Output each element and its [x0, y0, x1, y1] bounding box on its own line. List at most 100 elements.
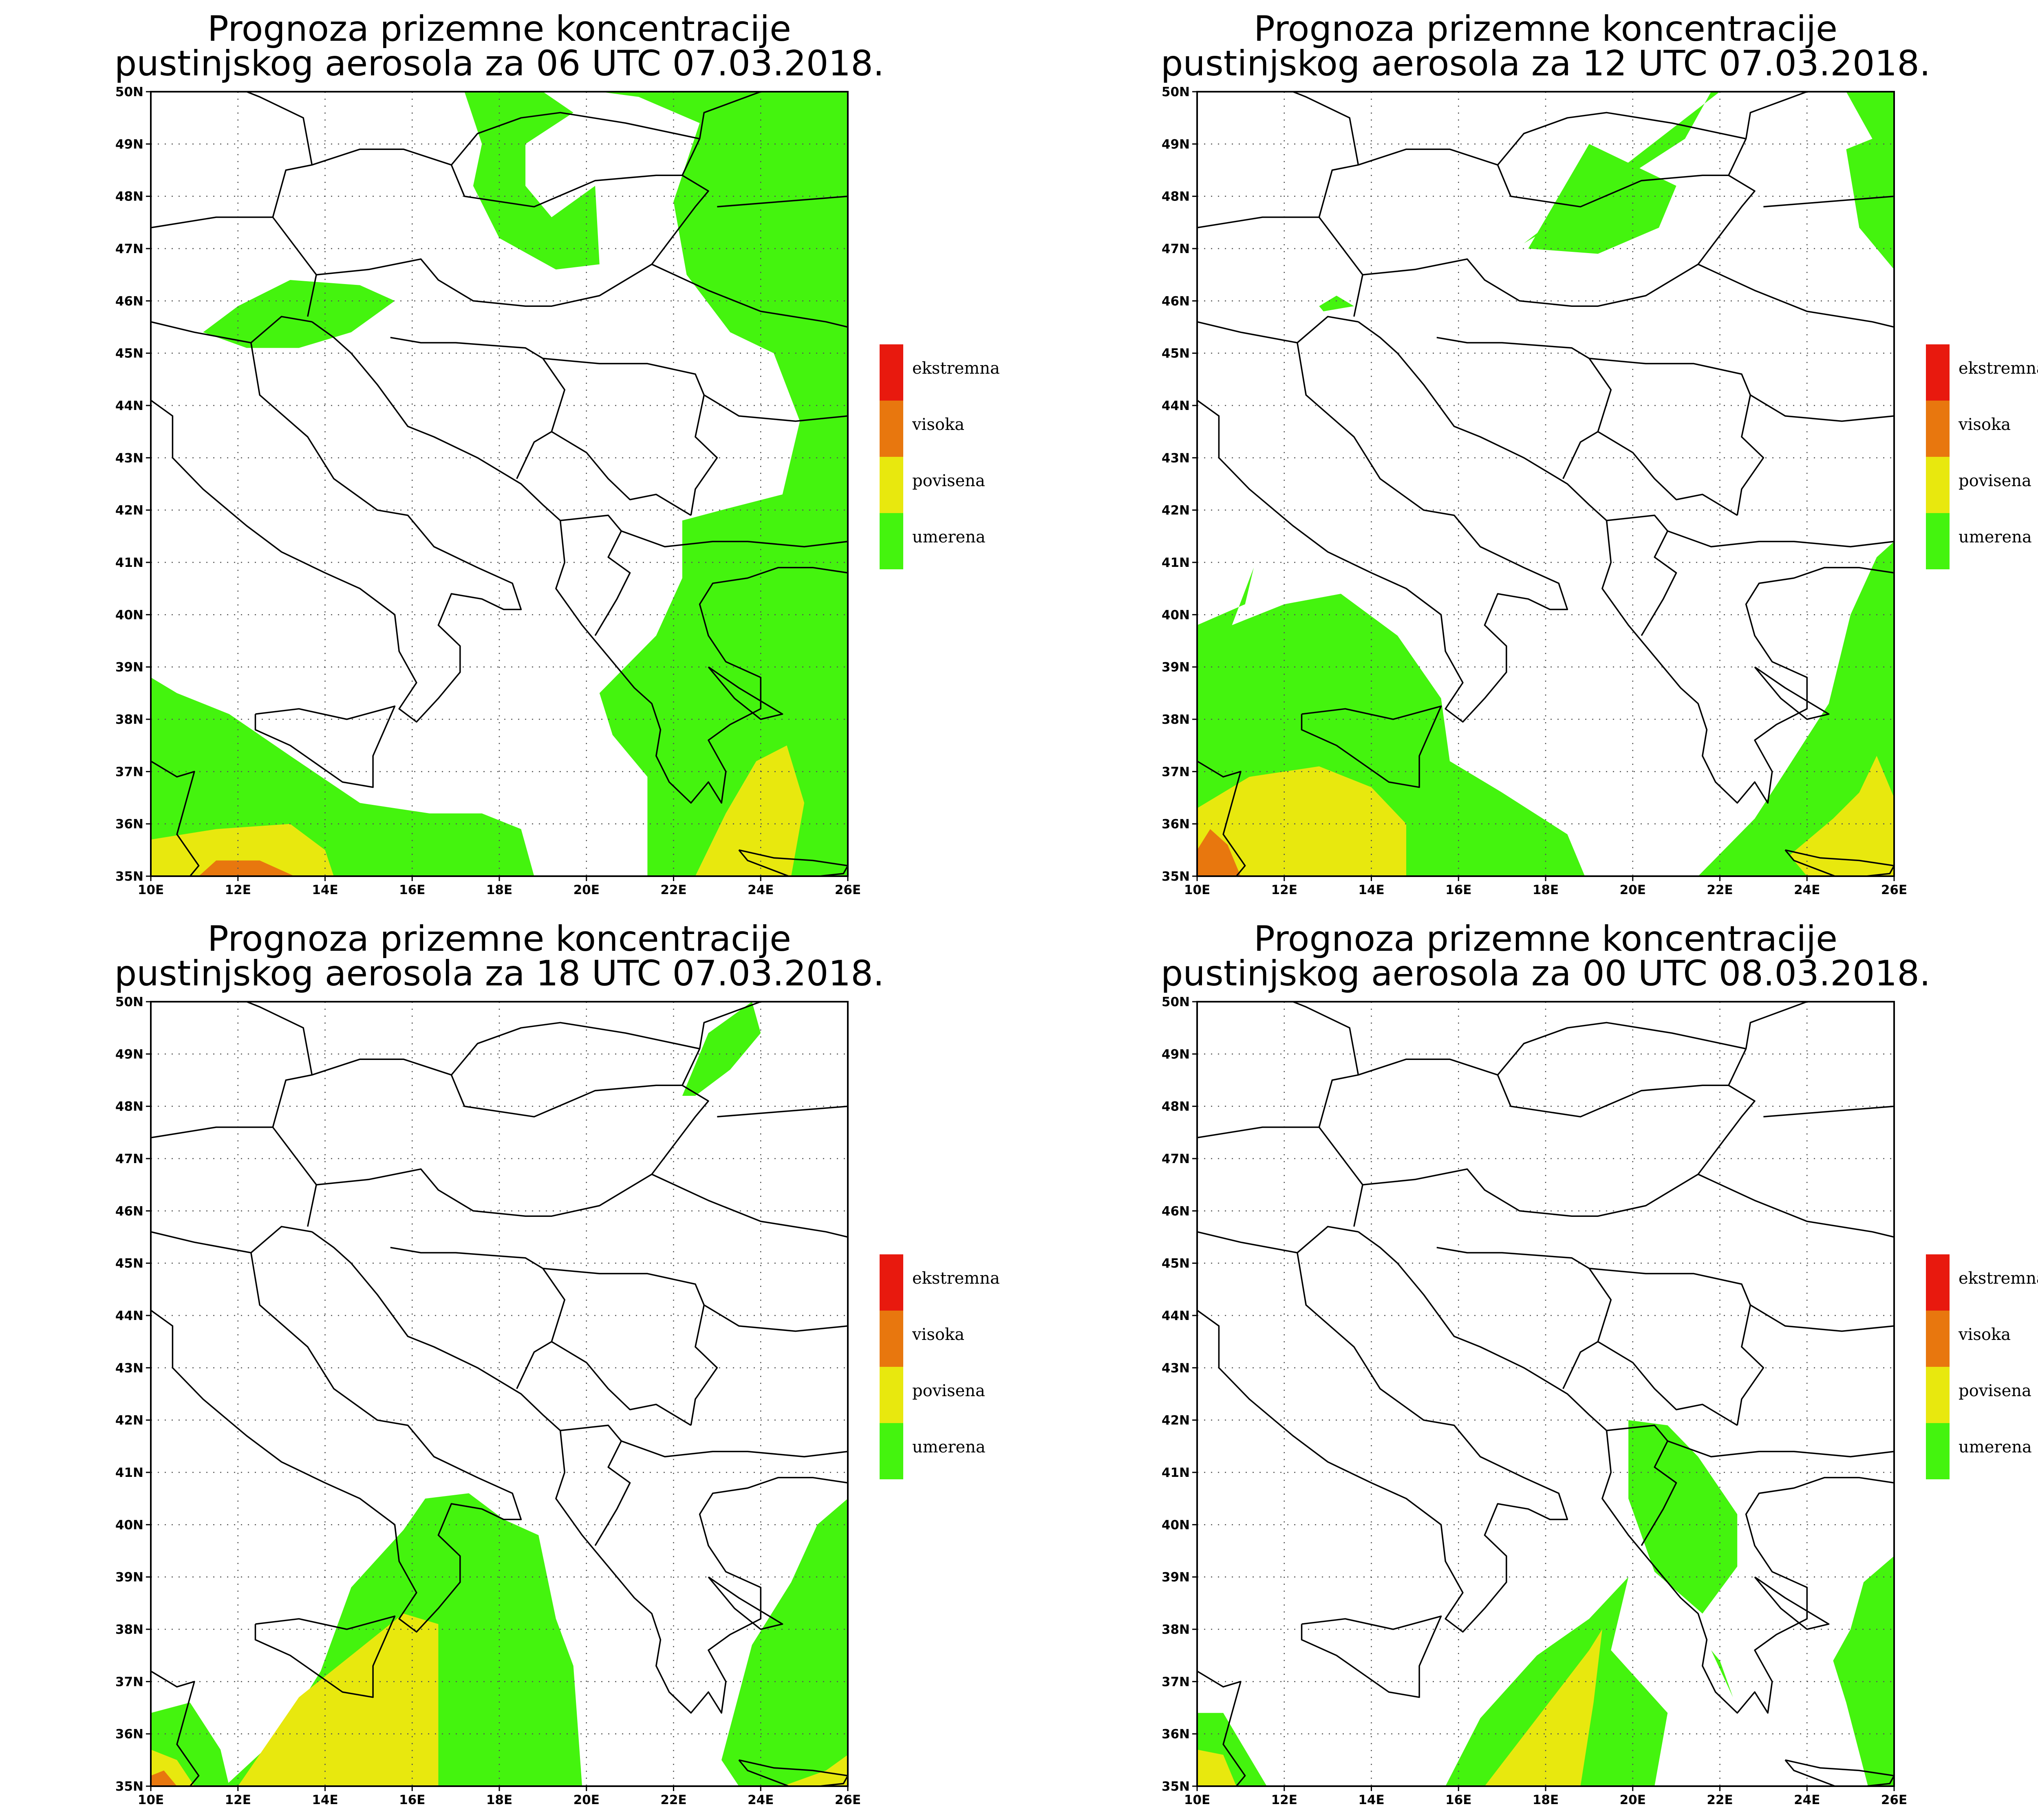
coastline — [1754, 1576, 1830, 1630]
lon-tick-label: 12E — [225, 883, 251, 897]
legend-swatch-ekstremna — [880, 344, 903, 401]
coastline — [311, 1231, 848, 1714]
lon-tick-label: 14E — [312, 1793, 338, 1807]
aerosol-visoka-area — [151, 1770, 177, 1786]
lat-tick-label: 48N — [1162, 189, 1190, 204]
coastline — [151, 760, 200, 876]
lat-tick-label: 36N — [1162, 1727, 1190, 1742]
country-border — [1597, 431, 1738, 516]
aerosol-povisena-area — [238, 1613, 439, 1786]
forecast-panel: Prognoza prizemne koncentracije pustinjsk… — [1046, 0, 2038, 910]
legend-swatch-umerena — [1926, 513, 1950, 569]
coastline — [311, 321, 848, 804]
lat-tick-label: 40N — [1162, 1518, 1190, 1532]
country-border — [151, 321, 251, 344]
lat-tick-label: 42N — [1162, 503, 1190, 518]
lat-tick-label: 43N — [115, 451, 143, 465]
panel-title-line1: Prognoza prizemne koncentracije — [1254, 919, 1837, 959]
lat-tick-label: 50N — [115, 85, 143, 99]
legend-label-visoka: visoka — [912, 415, 964, 434]
country-border — [1698, 263, 1894, 328]
lat-tick-label: 39N — [1162, 660, 1190, 675]
country-border — [1698, 1173, 1894, 1238]
lon-tick-label: 20E — [1620, 1793, 1646, 1807]
map-area — [151, 1002, 848, 1786]
legend-label-povisena: povisena — [912, 472, 985, 490]
lon-tick-label: 20E — [573, 1793, 600, 1807]
legend-swatch-umerena — [880, 513, 903, 569]
lat-tick-label: 37N — [115, 1675, 143, 1689]
country-border — [1197, 321, 1298, 344]
lat-tick-label: 50N — [1162, 85, 1190, 99]
panel-title-line2: pustinjskog aerosola za 00 UTC 08.03.201… — [1161, 953, 1931, 994]
country-border — [1436, 1247, 1612, 1389]
aerosol-visoka-area — [1197, 829, 1241, 876]
lon-tick-label: 18E — [486, 1793, 512, 1807]
lat-tick-label: 44N — [1162, 1309, 1190, 1323]
country-border — [1606, 1424, 1677, 1546]
panel-title-line1: Prognoza prizemne koncentracije — [1254, 9, 1837, 49]
country-border — [246, 92, 313, 165]
legend-swatch-ekstremna — [880, 1254, 903, 1311]
country-border — [621, 530, 848, 548]
coastline — [1197, 1670, 1246, 1786]
aerosol-umerena-area — [1524, 92, 1894, 270]
lat-tick-label: 36N — [1162, 817, 1190, 832]
lat-tick-label: 39N — [1162, 1570, 1190, 1585]
legend-label-umerena: umerena — [912, 1438, 986, 1456]
legend-swatch-ekstremna — [1926, 344, 1950, 401]
forecast-map-svg: Prognoza prizemne koncentracijepustinjsk… — [1161, 919, 2038, 1807]
lat-tick-label: 41N — [115, 1465, 143, 1480]
lat-tick-label: 45N — [1162, 1256, 1190, 1271]
country-border — [1667, 1440, 1894, 1458]
lat-tick-label: 39N — [115, 1570, 143, 1585]
legend-swatch-visoka — [1926, 1311, 1950, 1367]
country-border — [1589, 1267, 1765, 1426]
legend-label-umerena: umerena — [912, 528, 986, 546]
lat-tick-label: 35N — [1162, 869, 1190, 884]
lat-tick-label: 45N — [115, 1256, 143, 1271]
lat-tick-label: 49N — [115, 1047, 143, 1062]
lon-tick-label: 18E — [486, 883, 512, 897]
legend-swatch-povisena — [880, 457, 903, 513]
coastline — [1358, 1231, 1894, 1714]
country-border — [1750, 394, 1894, 422]
lat-tick-label: 40N — [1162, 608, 1190, 622]
legend-swatch-umerena — [880, 1423, 903, 1479]
coastline — [1754, 666, 1830, 720]
lat-tick-label: 39N — [115, 660, 143, 675]
aerosol-umerena-area — [599, 92, 848, 876]
lon-tick-label: 24E — [748, 1793, 774, 1807]
country-border — [1497, 112, 1746, 165]
lat-tick-label: 46N — [1162, 1204, 1190, 1218]
lat-tick-label: 48N — [115, 1099, 143, 1114]
country-border — [704, 394, 848, 422]
lat-tick-label: 46N — [1162, 294, 1190, 308]
lat-tick-label: 40N — [115, 1518, 143, 1532]
aerosol-povisena-area — [782, 1755, 848, 1786]
panel-title-line2: pustinjskog aerosola za 06 UTC 07.03.201… — [115, 43, 884, 84]
lat-tick-label: 41N — [1162, 1465, 1190, 1480]
coastline — [1784, 849, 1894, 876]
legend-label-umerena: umerena — [1959, 528, 2032, 546]
lat-tick-label: 40N — [115, 608, 143, 622]
country-border — [272, 92, 761, 218]
aerosol-umerena-area — [203, 280, 395, 348]
legend-label-visoka: visoka — [1958, 415, 2011, 434]
lat-tick-label: 41N — [115, 555, 143, 570]
aerosol-umerena-area — [1698, 541, 1894, 876]
legend-swatch-visoka — [880, 401, 903, 457]
lat-tick-label: 36N — [115, 817, 143, 832]
lon-tick-label: 12E — [1271, 883, 1297, 897]
lat-tick-label: 46N — [115, 294, 143, 308]
lat-tick-label: 37N — [1162, 1675, 1190, 1689]
country-border — [560, 1424, 631, 1546]
lat-tick-label: 38N — [1162, 712, 1190, 727]
aerosol-umerena-area — [1445, 1577, 1668, 1786]
aerosol-visoka-area — [199, 860, 295, 876]
legend-label-povisena: povisena — [1959, 472, 2031, 490]
coastline — [254, 705, 396, 788]
lon-tick-label: 14E — [1358, 883, 1384, 897]
country-border — [151, 1231, 251, 1254]
aerosol-umerena-area — [464, 92, 600, 270]
